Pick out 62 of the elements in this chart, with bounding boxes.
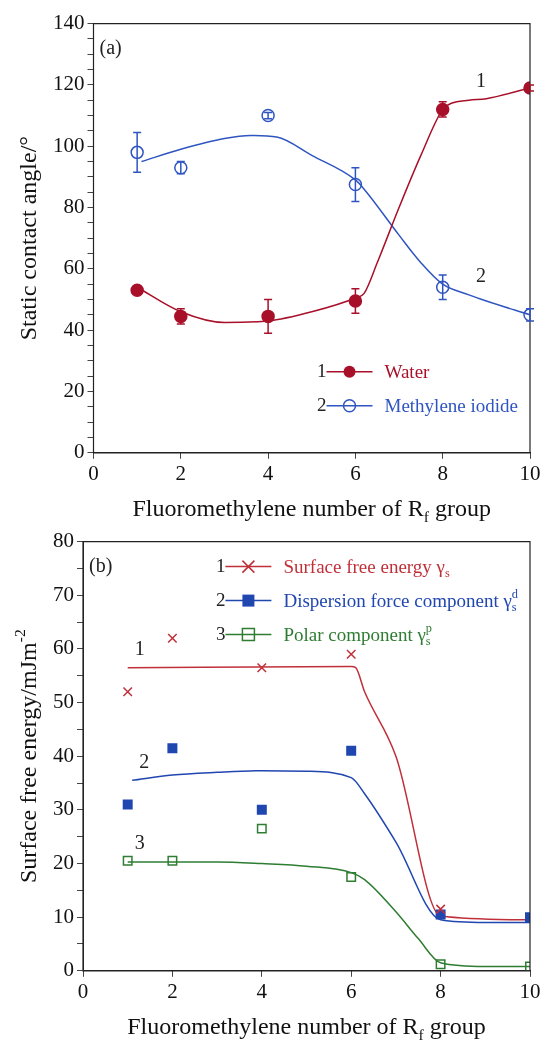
x-tick-label: 10: [519, 460, 541, 485]
y-tick-label: 10: [53, 903, 74, 928]
annotation: 2: [139, 749, 150, 772]
x-tick-label: 6: [350, 460, 361, 485]
y-tick-label: 80: [63, 194, 85, 219]
y-tick-label: 70: [53, 581, 74, 606]
y-tick-label: 120: [53, 71, 85, 96]
annotation: 1: [317, 359, 327, 381]
point: [256, 662, 267, 673]
point: [346, 871, 357, 882]
line-series: [131, 769, 530, 924]
annotation: 2: [475, 264, 486, 287]
point: [348, 177, 363, 192]
point: [167, 743, 178, 754]
point: [122, 855, 133, 866]
x-tick-label: 4: [256, 978, 268, 1003]
x-tick-label: 8: [435, 978, 446, 1003]
x-tick-label: 2: [175, 460, 187, 485]
x-tick-label: 4: [262, 460, 274, 485]
y-tick-label: 0: [63, 957, 74, 982]
y-tick-label: 80: [53, 528, 74, 553]
legend-label: Water: [384, 360, 431, 382]
x-tick-label: 10: [519, 978, 541, 1003]
annotation: 2: [215, 588, 226, 610]
legend-label: Methylene iodide: [384, 394, 519, 416]
annotation: 3: [134, 831, 145, 854]
annotation: 3: [215, 622, 226, 644]
y-tick-label: 60: [53, 635, 74, 660]
y-tick-label: 20: [63, 378, 85, 402]
y-tick-label: 140: [53, 10, 85, 35]
x-tick-label: 2: [167, 978, 178, 1003]
annotation: 2: [317, 393, 327, 415]
y-tick-label: 100: [53, 132, 85, 157]
point: [130, 145, 144, 160]
x-tick-label: 6: [345, 978, 357, 1003]
annotation: (b): [89, 553, 113, 577]
point: [122, 686, 133, 697]
annotation: 1: [475, 69, 486, 92]
point: [435, 959, 446, 970]
point: [122, 799, 133, 810]
annotation: 1: [215, 554, 226, 576]
point: [346, 745, 357, 756]
point: [346, 649, 357, 660]
point: [167, 855, 178, 866]
point: [256, 804, 267, 815]
y-axis-title: Surface free energy/mJm-2: [11, 629, 41, 884]
annotation: 1: [134, 636, 145, 659]
point: [167, 633, 178, 644]
x-tick-label: 8: [437, 460, 448, 485]
y-tick-label: 0: [74, 439, 85, 464]
y-axis-title: Static contact angle/°: [15, 136, 41, 341]
y-tick-label: 40: [63, 316, 85, 341]
y-tick-label: 50: [53, 689, 74, 714]
point: [435, 280, 450, 294]
y-tick-label: 30: [53, 796, 74, 821]
point: [130, 283, 144, 298]
y-tick-label: 20: [53, 850, 74, 875]
y-tick-label: 60: [63, 255, 85, 280]
point: [256, 823, 267, 834]
annotation: (a): [99, 35, 122, 59]
y-tick-label: 40: [53, 742, 74, 767]
point: [435, 904, 446, 915]
